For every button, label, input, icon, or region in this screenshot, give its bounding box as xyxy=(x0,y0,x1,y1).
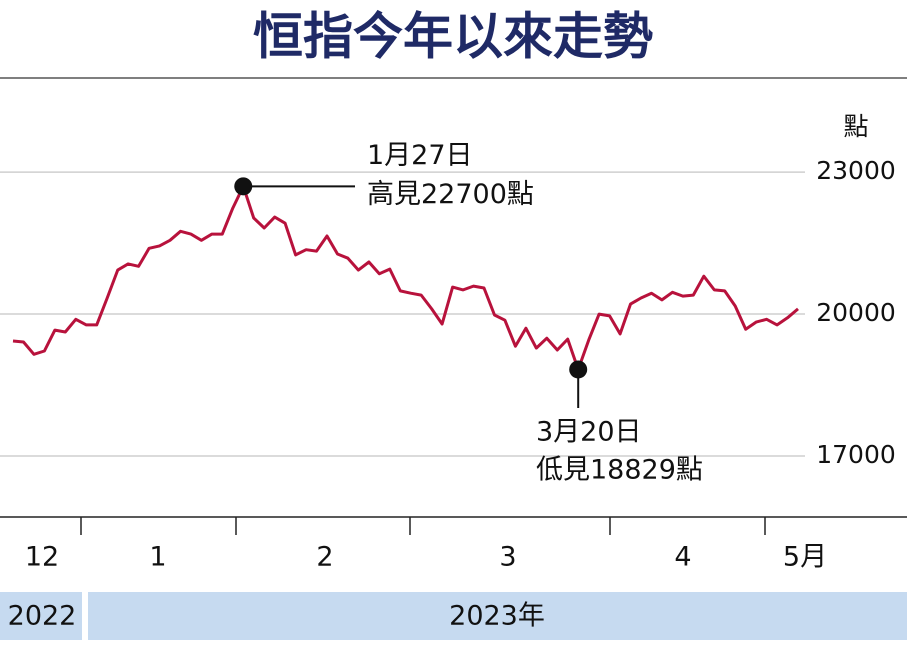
y-tick-label: 23000 xyxy=(816,156,896,185)
y-tick-label: 20000 xyxy=(816,298,896,327)
annotation-text: 低見18829點 xyxy=(536,455,703,486)
x-tick-label: 1 xyxy=(149,542,166,573)
x-tick-label: 12 xyxy=(25,542,59,573)
year-label: 2022 xyxy=(8,601,77,632)
chart-title: 恒指今年以來走勢 xyxy=(253,8,653,66)
y-unit: 點 xyxy=(843,112,868,141)
high-point xyxy=(234,177,253,196)
year-band xyxy=(0,592,82,640)
x-tick-label: 4 xyxy=(674,542,691,573)
year-label: 2023年 xyxy=(449,601,545,632)
x-tick-label: 5月 xyxy=(783,542,827,573)
annotation-text: 高見22700點 xyxy=(367,179,534,210)
line xyxy=(12,184,799,371)
annotation-date: 3月20日 xyxy=(536,417,642,448)
y-tick-label: 17000 xyxy=(816,440,896,469)
x-tick-label: 2 xyxy=(316,542,333,573)
x-tick-label: 3 xyxy=(499,542,516,573)
year-band xyxy=(88,592,907,640)
annotation-date: 1月27日 xyxy=(367,140,473,171)
low-point xyxy=(569,360,588,379)
